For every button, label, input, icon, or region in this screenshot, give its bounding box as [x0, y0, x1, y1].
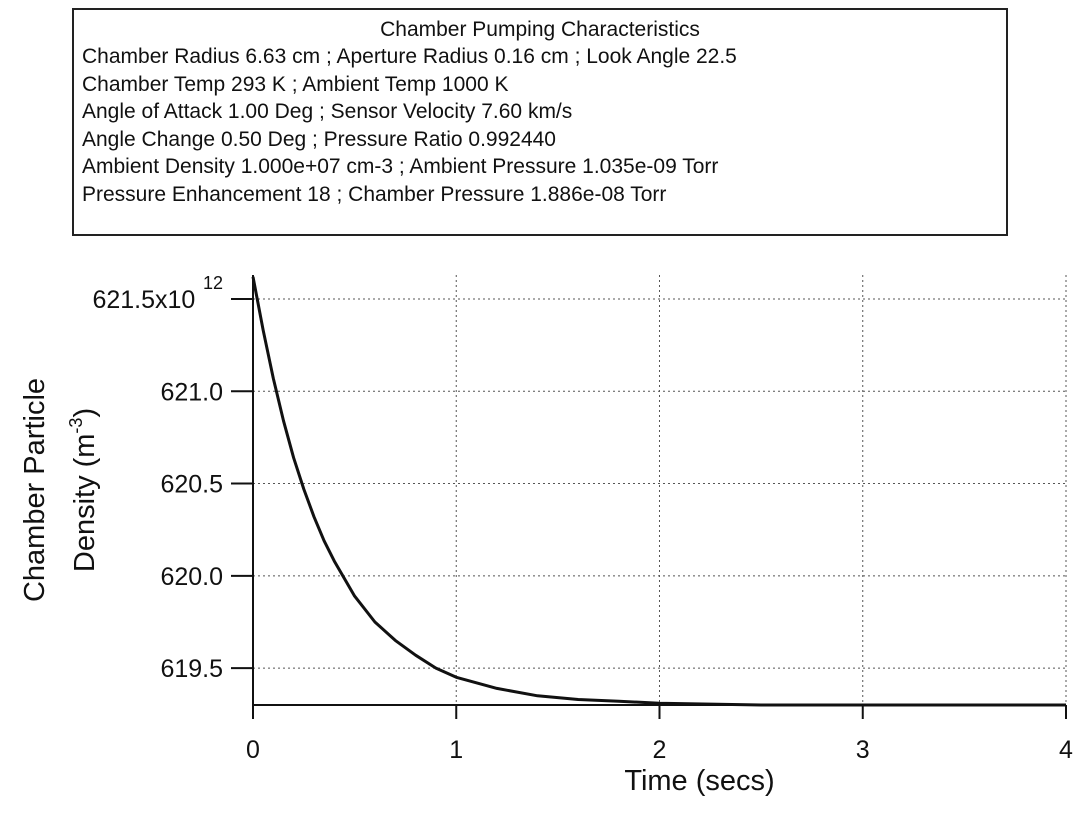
- panel-line-attack-velocity: Angle of Attack 1.00 Deg ; Sensor Veloci…: [82, 100, 573, 123]
- x-tick-label: 0: [246, 736, 260, 764]
- panel-line-radius: Chamber Radius 6.63 cm ; Aperture Radius…: [82, 45, 737, 68]
- y-tick-label: 619.5: [160, 655, 223, 683]
- panel-line-enhancement: Pressure Enhancement 18 ; Chamber Pressu…: [82, 182, 667, 206]
- y-axis-title-suffix: ): [69, 408, 101, 418]
- y-axis-title-line1: Chamber Particle: [19, 378, 51, 602]
- x-tick-label: 2: [653, 736, 667, 764]
- x-tick-label: 1: [449, 736, 463, 764]
- y-multiplier-label: x10: [155, 286, 195, 314]
- y-axis-title: Chamber Particle Density (m-3): [19, 378, 101, 602]
- y-tick-label: 620.0: [160, 563, 223, 591]
- panel-line-temperature: Chamber Temp 293 K ; Ambient Temp 1000 K: [82, 72, 509, 96]
- panel-line-ambient: Ambient Density 1.000e+07 cm-3 ; Ambient…: [82, 155, 719, 178]
- y-tick-label: 621.0: [160, 378, 223, 406]
- panel-title: Chamber Pumping Characteristics: [380, 18, 700, 41]
- chamber-characteristics-panel: Chamber Pumping Characteristics Chamber …: [72, 8, 1008, 236]
- panel-line-angle-ratio: Angle Change 0.50 Deg ; Pressure Ratio 0…: [82, 127, 556, 151]
- y-axis-title-exponent: -3: [66, 418, 86, 434]
- y-tick-label: 621.5: [92, 286, 155, 314]
- density-decay-curve: [251, 276, 1066, 707]
- x-tick-label: 3: [856, 736, 870, 764]
- x-tick-label: 4: [1059, 736, 1073, 764]
- y-axis-title-line2: Density (m-3): [66, 408, 101, 572]
- y-axis-title-unit: Density (m: [69, 434, 101, 573]
- y-tick-label: 620.5: [160, 471, 223, 499]
- y-multiplier-exponent: 12: [203, 273, 223, 293]
- x-axis-title: Time (secs): [624, 765, 774, 797]
